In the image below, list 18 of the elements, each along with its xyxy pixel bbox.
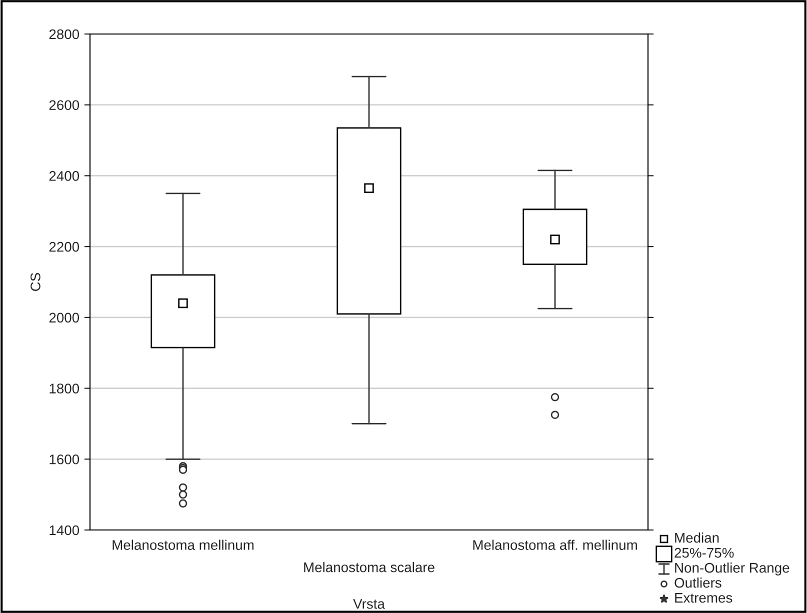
text: Non-Outlier Range <box>675 562 790 576</box>
y-tick-label: 2400 <box>49 171 80 181</box>
y-tick-label: 1600 <box>50 454 80 464</box>
x-tick-label: Melanostoma aff. mellinum <box>473 540 637 550</box>
y-axis-title: CS <box>30 272 40 291</box>
text: Median <box>675 532 719 543</box>
y-tick-label: 2200 <box>49 242 80 252</box>
y-tick-label: 2800 <box>49 29 80 40</box>
y-tick-label: 2000 <box>49 312 80 323</box>
y-tick-label: 2600 <box>49 100 80 110</box>
x-tick-label: Melanostoma mellinum <box>112 540 254 550</box>
y-tick-label: 1800 <box>50 384 80 394</box>
x-axis-title: Vrsta <box>353 599 385 609</box>
text: Extremes <box>675 593 732 603</box>
text: 25%-75% <box>674 548 734 558</box>
text: Outliers <box>674 578 722 588</box>
x-tick-label: Melanostoma scalare <box>304 562 434 572</box>
y-tick-label: 1400 <box>50 525 80 536</box>
